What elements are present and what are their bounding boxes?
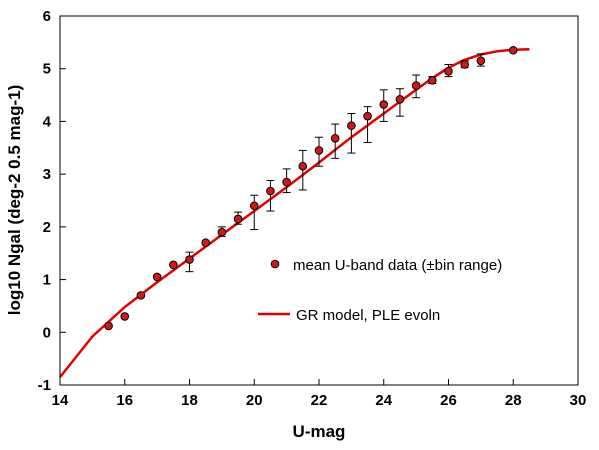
x-tick-label: 30 [570,392,587,409]
y-tick-label: 5 [43,61,51,78]
data-point [411,81,421,90]
data-point [444,67,453,76]
y-axis-title: log10 Ngal (deg-2 0.5 mag-1) [5,85,24,316]
data-point [428,76,437,85]
data-point [379,100,389,109]
y-tick-label: 2 [43,219,51,236]
data-point [136,291,146,300]
legend-label-model: GR model, PLE evoln [296,307,440,324]
data-point [476,56,486,66]
legend: mean U-band data (±bin range) GR model, … [258,257,502,324]
y-tick-label: 3 [43,166,51,183]
x-tick-label: 22 [311,392,328,409]
data-point [298,161,308,171]
data-point [120,312,130,321]
legend-data-marker [270,259,280,269]
y-tick-label: 0 [43,324,51,341]
data-point [282,177,291,187]
data-point [508,45,518,55]
x-tick-label: 16 [116,392,133,409]
data-point [201,238,210,247]
x-tick-label: 28 [505,392,522,409]
x-tick-label: 14 [52,392,69,409]
data-point [266,186,275,196]
y-tick-label: 4 [43,113,52,130]
x-tick-label: 20 [246,392,263,409]
data-point [460,60,469,69]
x-axis-title: U-mag [293,422,346,441]
data-point [363,111,372,121]
y-tick-label: 1 [43,272,51,289]
data-point [330,133,340,143]
model-line [59,47,530,378]
data-point [104,321,113,331]
plot-frame [59,15,579,386]
data-point [185,255,194,264]
y-tick-label: 6 [43,8,51,25]
data-point [249,201,259,211]
data-point [152,272,162,282]
data-point [347,121,356,130]
plot-marks [59,45,530,378]
legend-label-data: mean U-band data (±bin range) [293,257,502,274]
data-point [217,227,227,237]
y-tick-label: -1 [38,377,51,394]
x-tick-label: 26 [440,392,457,409]
data-point [314,146,324,155]
data-point [395,94,405,104]
x-tick-label: 18 [181,392,198,409]
ticks-layer: 14 16 18 20 22 24 26 28 30 -1 0 1 2 3 4 5 6 [38,8,587,409]
data-point [233,214,243,224]
x-tick-label: 24 [375,392,392,409]
data-point [169,260,178,270]
